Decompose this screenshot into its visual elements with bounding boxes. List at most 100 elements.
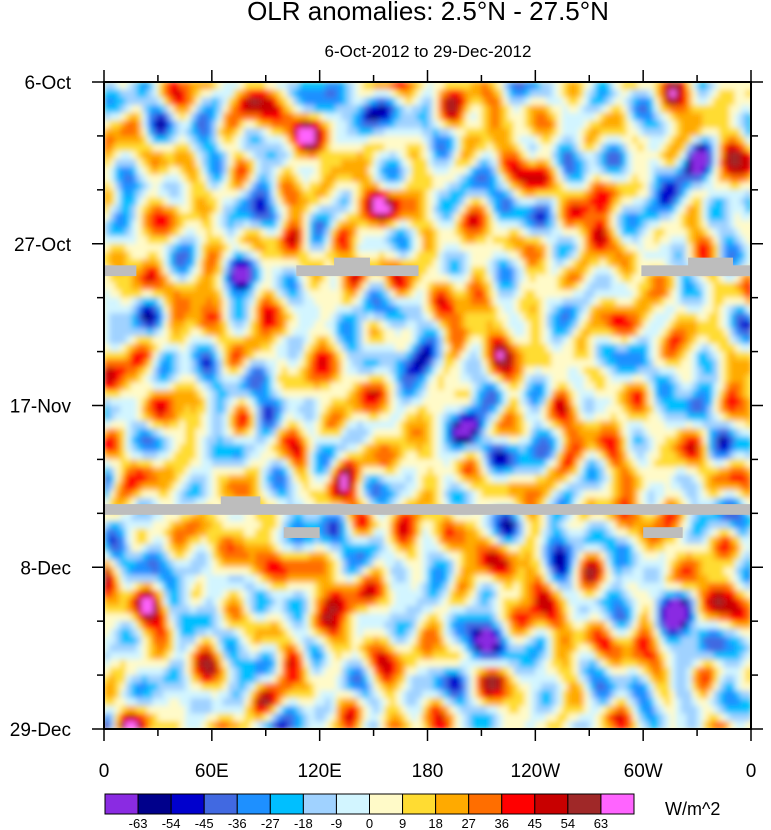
field-cell (486, 359, 493, 368)
field-cell (605, 297, 612, 306)
field-cell (551, 282, 558, 291)
field-cell (228, 359, 234, 368)
field-cell (540, 251, 547, 260)
field-cell (740, 390, 747, 399)
field-cell (422, 97, 429, 106)
field-cell (535, 189, 542, 199)
field-cell (422, 397, 429, 407)
field-cell (713, 351, 720, 360)
field-cell (540, 82, 547, 91)
field-cell (362, 251, 369, 260)
field-cell (411, 197, 418, 206)
field-cell (120, 205, 127, 214)
field-cell (378, 274, 385, 283)
field-cell (578, 336, 585, 345)
field-cell (626, 82, 633, 91)
field-cell (335, 305, 342, 314)
field-cell (168, 305, 175, 314)
field-cell (449, 259, 456, 268)
field-cell (362, 189, 369, 199)
field-cell (600, 259, 607, 268)
field-cell (481, 151, 488, 160)
field-cell (680, 243, 687, 253)
field-cell (578, 382, 585, 391)
field-cell (157, 220, 164, 229)
field-cell (497, 205, 504, 214)
field-cell (648, 128, 655, 137)
field-cell (432, 251, 439, 260)
field-cell (546, 120, 553, 129)
field-cell (740, 135, 747, 145)
field-cell (130, 212, 137, 222)
field-cell (707, 128, 714, 137)
field-cell (174, 182, 181, 191)
field-cell (260, 282, 267, 291)
field-cell (519, 166, 526, 176)
field-cell (104, 174, 110, 183)
field-cell (400, 305, 407, 314)
field-cell (152, 374, 159, 383)
field-cell (352, 274, 359, 283)
field-cell (292, 289, 299, 299)
field-cell (217, 182, 224, 191)
field-cell (141, 374, 148, 383)
field-cell (168, 320, 175, 330)
field-cell (114, 97, 121, 106)
field-cell (292, 97, 299, 106)
field-cell (114, 328, 121, 337)
field-cell (713, 305, 720, 314)
field-cell (249, 197, 256, 206)
field-cell (168, 328, 175, 337)
field-cell (713, 128, 720, 137)
field-cell (422, 220, 429, 229)
field-cell (502, 366, 509, 376)
field-cell (470, 89, 477, 98)
field-cell (626, 274, 633, 283)
field-cell (298, 336, 305, 345)
field-cell (470, 297, 477, 306)
field-cell (368, 105, 375, 114)
field-cell (546, 259, 553, 268)
field-cell (470, 305, 477, 314)
field-cell (341, 151, 348, 160)
field-cell (524, 182, 531, 191)
field-cell (573, 228, 580, 237)
field-cell (130, 197, 137, 206)
field-cell (265, 274, 272, 283)
field-cell (411, 343, 418, 353)
field-cell (228, 151, 234, 160)
field-cell (168, 151, 175, 160)
field-cell (573, 297, 580, 306)
field-cell (578, 120, 585, 129)
field-cell (211, 143, 218, 152)
field-cell (330, 351, 337, 360)
field-cell (357, 382, 364, 391)
field-cell (670, 351, 677, 360)
field-cell (438, 143, 445, 152)
field-cell (540, 105, 547, 114)
field-cell (319, 336, 326, 345)
field-cell (492, 374, 499, 383)
field-cell (292, 297, 299, 306)
field-cell (427, 220, 434, 229)
field-cell (610, 182, 617, 191)
field-cell (470, 120, 477, 129)
field-cell (697, 336, 704, 345)
field-cell (578, 197, 585, 206)
field-cell (632, 166, 639, 176)
field-cell (341, 297, 348, 306)
field-cell (190, 328, 197, 337)
field-cell (583, 97, 590, 106)
field-cell (729, 236, 736, 245)
field-cell (454, 243, 461, 253)
field-cell (352, 251, 359, 260)
field-cell (136, 320, 143, 330)
field-cell (352, 397, 359, 407)
field-cell (589, 135, 596, 145)
field-cell (686, 128, 693, 137)
field-cell (411, 297, 418, 306)
field-cell (335, 343, 342, 353)
field-cell (114, 297, 121, 306)
field-cell (281, 205, 288, 214)
field-cell (626, 197, 633, 206)
